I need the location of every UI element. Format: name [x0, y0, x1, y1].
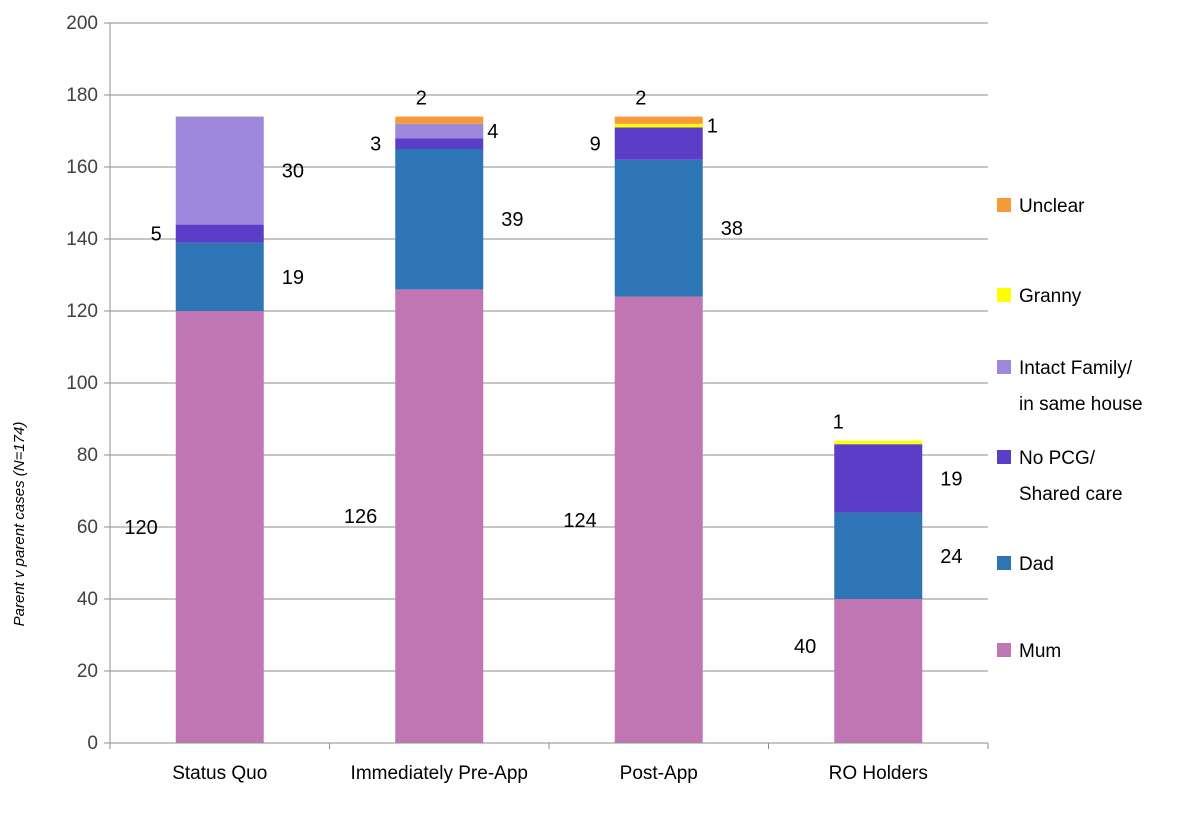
- data-label: 19: [282, 267, 304, 289]
- bar-segment: [614, 116, 703, 124]
- bar-segment: [395, 123, 484, 139]
- data-label: 3: [370, 134, 381, 156]
- legend-item: Intact Family/in same house: [997, 358, 1143, 415]
- y-tick-label: 180: [66, 85, 98, 106]
- y-tick-label: 160: [66, 157, 98, 178]
- y-tick-label: 120: [66, 301, 98, 322]
- data-label: 120: [124, 517, 157, 539]
- y-tick-label: 80: [77, 445, 98, 466]
- bar-segment: [395, 116, 484, 124]
- legend-swatch: [997, 198, 1011, 212]
- legend-swatch: [997, 360, 1011, 374]
- y-tick-label: 200: [66, 13, 98, 34]
- x-tick-label: RO Holders: [829, 763, 928, 784]
- legend-label: Granny: [1019, 286, 1082, 307]
- y-tick-label: 100: [66, 373, 98, 394]
- y-tick-label: 0: [87, 733, 98, 754]
- y-axis-title: Parent v parent cases (N=174): [11, 422, 28, 627]
- bar-segment: [834, 444, 923, 513]
- x-tick-label: Status Quo: [172, 763, 267, 784]
- y-tick-label: 40: [77, 589, 98, 610]
- legend-item: No PCG/Shared care: [997, 448, 1123, 505]
- y-tick-label: 20: [77, 661, 98, 682]
- bar-segment: [175, 242, 264, 311]
- legend-label: Mum: [1019, 641, 1061, 662]
- x-tick-label: Immediately Pre-App: [351, 763, 528, 784]
- bar-segment: [395, 149, 484, 290]
- bars: [175, 116, 923, 743]
- legend-label: Dad: [1019, 554, 1054, 575]
- bar-segment: [834, 512, 923, 599]
- bar-segment: [614, 159, 703, 297]
- legend-label: No PCG/Shared care: [1019, 448, 1123, 505]
- data-label: 5: [151, 224, 162, 246]
- bar-segment: [395, 289, 484, 743]
- legend-swatch: [997, 288, 1011, 302]
- data-label: 1: [707, 116, 718, 138]
- bar-segment: [834, 599, 923, 743]
- bar-segment: [395, 138, 484, 149]
- legend-label: Intact Family/in same house: [1019, 358, 1143, 415]
- data-label: 124: [563, 510, 596, 532]
- data-label: 2: [416, 88, 427, 110]
- legend-item: Mum: [997, 641, 1061, 662]
- bar-segment: [614, 127, 703, 160]
- data-label: 38: [721, 218, 743, 240]
- y-tick-label: 140: [66, 229, 98, 250]
- data-label: 1: [833, 412, 844, 434]
- data-label: 126: [344, 506, 377, 528]
- legend-label: Unclear: [1019, 196, 1085, 217]
- data-label: 24: [940, 546, 962, 568]
- legend-swatch: [997, 556, 1011, 570]
- y-tick-label: 60: [77, 517, 98, 538]
- legend-swatch: [997, 643, 1011, 657]
- data-label: 9: [590, 134, 601, 156]
- data-label: 2: [635, 88, 646, 110]
- legend-swatch: [997, 450, 1011, 464]
- x-tick-label: Post-App: [620, 763, 698, 784]
- bar-segment: [175, 116, 264, 225]
- data-label: 19: [940, 468, 962, 490]
- data-label: 40: [794, 636, 816, 658]
- bar-segment: [175, 224, 264, 243]
- legend: Unclear Granny Intact Family/in same house…: [997, 196, 1143, 662]
- data-label: 4: [487, 121, 498, 143]
- legend-item: Unclear: [997, 196, 1085, 217]
- bar-segment: [175, 311, 264, 743]
- data-label: 39: [501, 209, 523, 231]
- legend-item: Dad: [997, 554, 1054, 575]
- data-labels: 120 19 30 5 126 39 3 4 2 124 38 9 1 2 40 24 19 1: [124, 88, 962, 658]
- bar-segment: [614, 296, 703, 743]
- bar-segment: [834, 440, 923, 445]
- bar-segment: [614, 123, 703, 128]
- data-label: 30: [282, 161, 304, 183]
- legend-item: Granny: [997, 286, 1082, 307]
